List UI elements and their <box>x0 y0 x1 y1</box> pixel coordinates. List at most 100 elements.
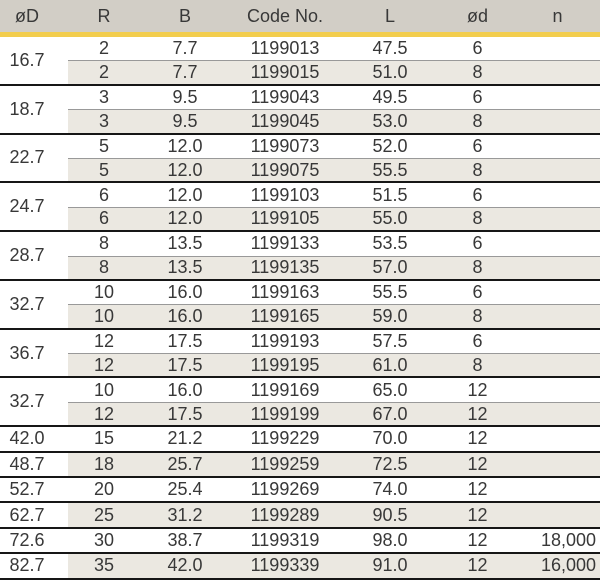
cell-n <box>515 157 600 182</box>
cell-oD: 72.6 <box>0 528 68 553</box>
cell-n <box>515 378 600 401</box>
cell-R: 35 <box>68 554 140 578</box>
cell-B: 7.7 <box>172 38 198 59</box>
cell-L: 61.0 <box>340 353 440 377</box>
header-cell-R: R <box>97 5 111 26</box>
cell-R: 15 <box>93 428 115 449</box>
header-cell-L: L <box>384 5 395 26</box>
header-cell-n: n <box>552 5 563 26</box>
cell-B: 16.0 <box>140 304 230 328</box>
row-group: 62.7 25 31.2 1199289 90.5 12 <box>0 503 600 529</box>
table-body: 16.7 2 7.7 1199013 47.5 6 2 7.7 1199015 51.0 8 18.7… <box>0 37 600 580</box>
cell-oD: 16.7 <box>0 37 68 84</box>
cell-n <box>515 503 600 527</box>
cell-R: 3 <box>68 109 140 133</box>
cell-oD: 32.7 <box>0 280 68 328</box>
cell-oD: 18.7 <box>0 85 68 133</box>
cell-od: 12 <box>440 503 515 527</box>
cell-code: 1199229 <box>250 428 320 449</box>
row-group: 28.7 8 13.5 1199133 53.5 6 8 13.5 1199135 57.0 8 <box>0 232 600 281</box>
cell-od: 8 <box>440 109 515 133</box>
cell-B: 17.5 <box>140 353 230 377</box>
cell-n <box>515 353 600 377</box>
cell-L: 67.0 <box>340 401 440 426</box>
cell-code: 1199165 <box>230 304 340 328</box>
cell-R: 5 <box>98 135 109 156</box>
cell-B: 16.0 <box>167 282 203 303</box>
cell-code: 1199103 <box>250 184 320 205</box>
cell-B: 9.5 <box>140 109 230 133</box>
cell-code: 1199339 <box>230 554 340 578</box>
cell-R: 6 <box>98 184 109 205</box>
cell-B: 16.0 <box>167 379 203 400</box>
cell-L: 57.5 <box>372 330 408 351</box>
cell-L: 55.5 <box>372 282 408 303</box>
cell-B: 17.5 <box>167 330 203 351</box>
cell-od: 8 <box>440 304 515 328</box>
cell-n <box>515 60 600 84</box>
cell-n <box>515 330 600 353</box>
header-cell-code: Code No. <box>246 5 324 26</box>
cell-od: 12 <box>440 554 515 578</box>
cell-od: 12 <box>467 530 488 550</box>
cell-L: 51.0 <box>340 60 440 84</box>
cell-n <box>515 304 600 328</box>
cell-oD: 82.7 <box>0 554 68 578</box>
header-cell-od: ød <box>466 5 488 26</box>
cell-oD: 32.7 <box>0 378 68 426</box>
cell-code: 1199133 <box>250 233 320 254</box>
cell-B: 17.5 <box>140 401 230 426</box>
cell-R: 5 <box>68 157 140 182</box>
cell-od: 12 <box>467 379 488 400</box>
cell-n <box>515 281 600 304</box>
table-header: øD R B Code No. L ød n <box>0 0 600 32</box>
cell-B: 42.0 <box>140 554 230 578</box>
cell-od: 6 <box>472 86 483 107</box>
cell-L: 59.0 <box>340 304 440 328</box>
cell-od: 6 <box>472 135 483 156</box>
cell-B: 12.0 <box>167 184 203 205</box>
row-group: 18.7 3 9.5 1199043 49.5 6 3 9.5 1199045 53.0 8 <box>0 85 600 135</box>
cell-L: 72.5 <box>340 452 440 477</box>
cell-n <box>515 452 600 477</box>
cell-L: 65.0 <box>372 379 408 400</box>
cell-n <box>515 232 600 255</box>
cell-B: 13.5 <box>167 233 203 254</box>
cell-B: 12.0 <box>140 157 230 182</box>
cell-L: 74.0 <box>372 479 408 500</box>
row-group: 24.7 6 12.0 1199103 51.5 6 6 12.0 1199105 55.0 8 <box>0 183 600 233</box>
cell-oD: 22.7 <box>0 134 68 182</box>
cell-od: 6 <box>472 38 483 59</box>
cell-n <box>515 206 600 231</box>
row-group: 82.7 35 42.0 1199339 91.0 12 16,000 <box>0 554 600 580</box>
cell-od: 8 <box>440 157 515 182</box>
cell-code: 1199289 <box>230 503 340 527</box>
row-group: 32.7 10 16.0 1199163 55.5 6 10 16.0 1199165 59.0 8 <box>0 280 600 330</box>
row-group: 22.7 5 12.0 1199073 52.0 6 5 12.0 1199075 55.5 8 <box>0 134 600 184</box>
cell-n: 16,000 <box>515 554 600 578</box>
cell-od: 6 <box>472 233 483 254</box>
cell-oD: 24.7 <box>0 183 68 231</box>
cell-R: 12 <box>93 330 115 351</box>
cell-L: 70.0 <box>372 428 408 449</box>
cell-code: 1199259 <box>230 452 340 477</box>
cell-od: 8 <box>440 255 515 279</box>
cell-n <box>515 255 600 279</box>
cell-L: 53.0 <box>340 109 440 133</box>
cell-L: 90.5 <box>340 503 440 527</box>
cell-oD: 62.7 <box>0 503 68 527</box>
cell-od: 8 <box>440 353 515 377</box>
cell-B: 38.7 <box>167 530 203 550</box>
cell-n <box>515 427 600 450</box>
cell-R: 30 <box>93 530 115 550</box>
cell-od: 12 <box>440 401 515 426</box>
row-group: 52.7 20 25.4 1199269 74.0 12 <box>0 478 600 504</box>
header-cell-oD: øD <box>15 5 39 26</box>
cell-code: 1199195 <box>230 353 340 377</box>
cell-n <box>515 37 600 60</box>
cell-od: 6 <box>472 184 483 205</box>
cell-L: 91.0 <box>340 554 440 578</box>
cell-L: 51.5 <box>372 184 408 205</box>
cell-B: 21.2 <box>167 428 203 449</box>
